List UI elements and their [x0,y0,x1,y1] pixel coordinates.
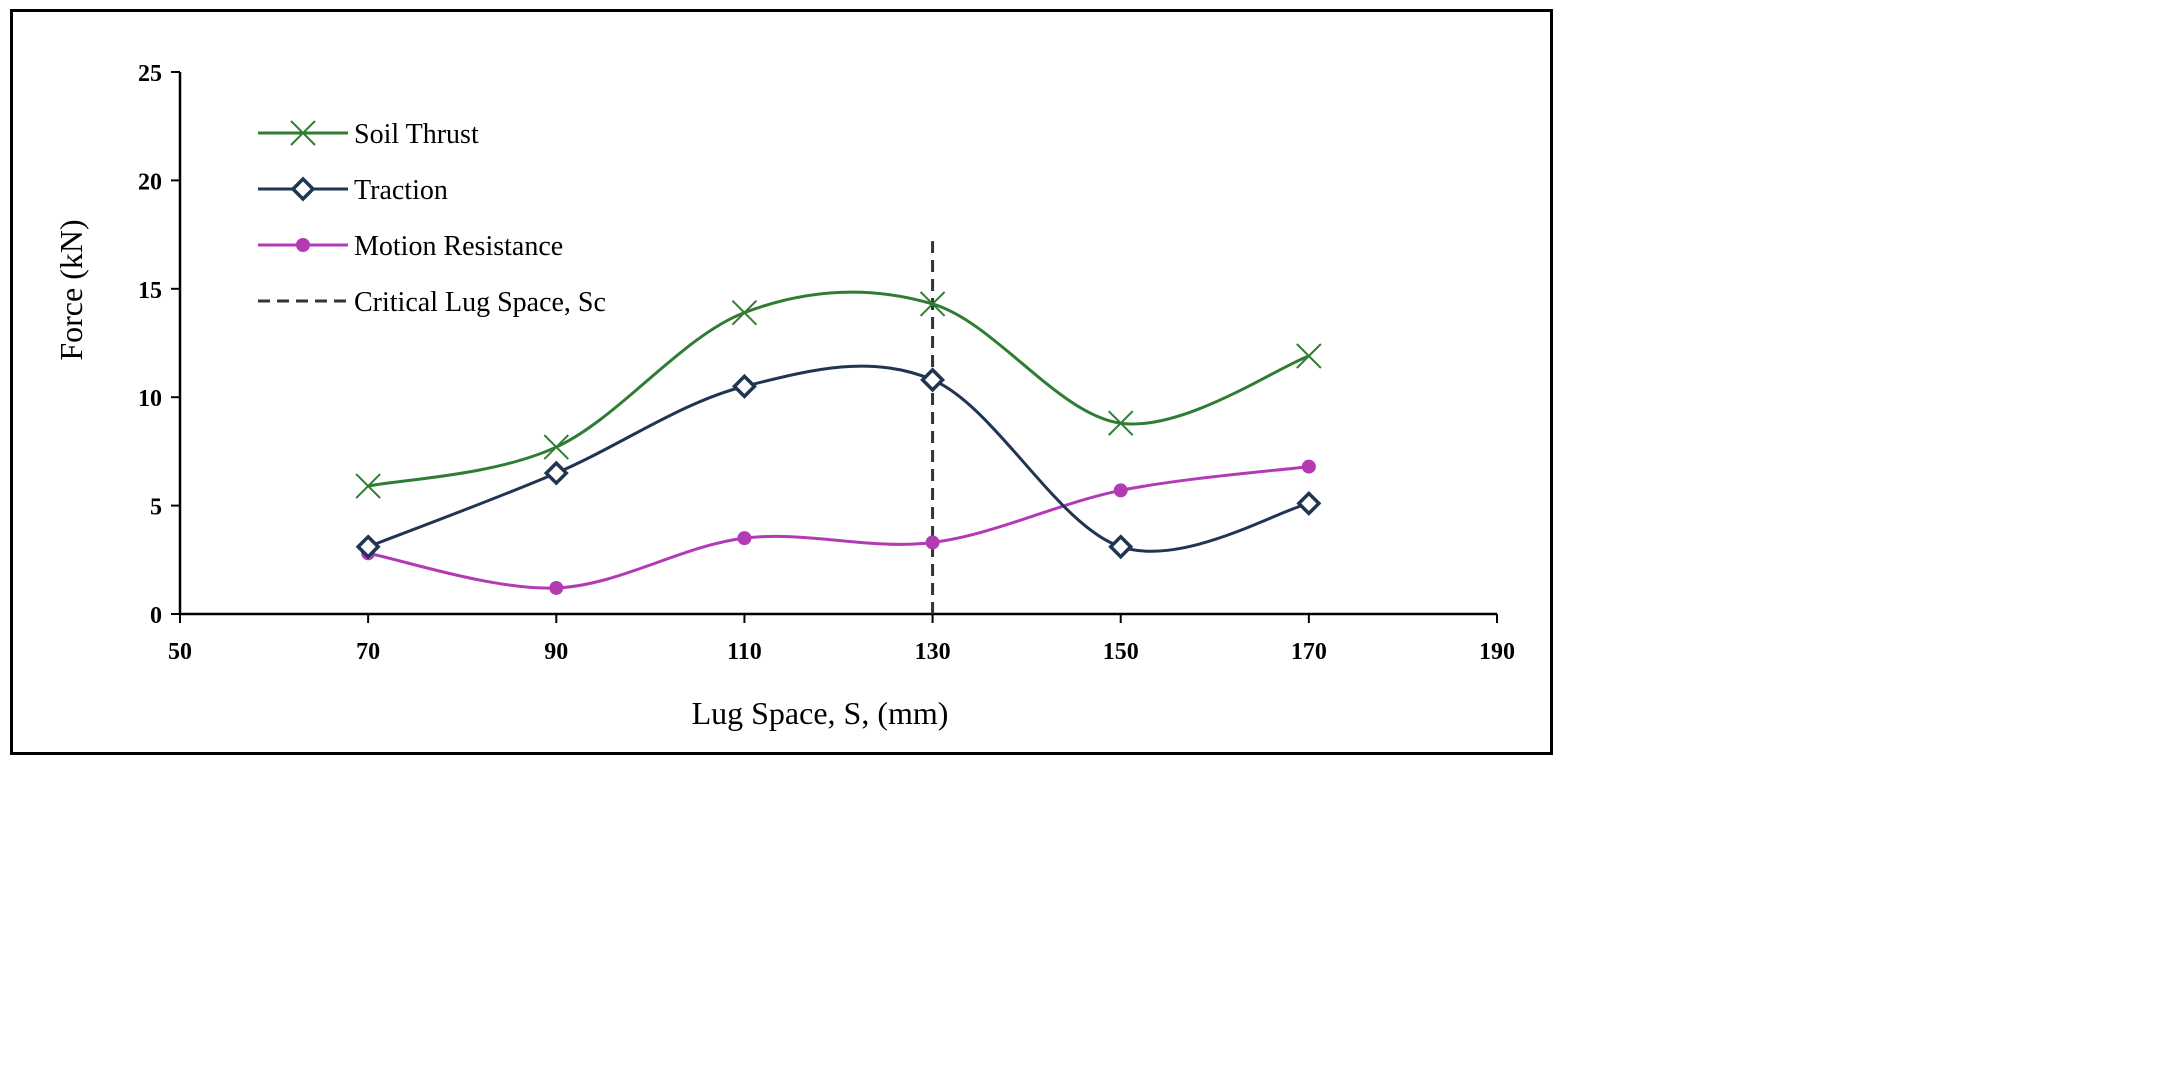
soil-thrust-line [367,290,1310,488]
motion-resistance-point [1113,483,1128,498]
legend-label: Critical Lug Space, Sc [354,287,606,318]
traction-point [543,460,569,486]
traction-point [1296,490,1322,516]
legend-item-soil-thrust: Soil Thrust [258,119,479,150]
x-tick-label: 170 [1291,639,1327,665]
traction-point [1108,534,1134,560]
series-soil-thrust [355,290,1322,499]
motion-resistance-point [1301,459,1316,474]
legend-label: Traction [354,175,448,206]
x-tick-label: 70 [356,639,380,665]
legend-marker [290,120,316,146]
legend-marker [290,176,316,202]
series-motion-resistance [361,459,1316,595]
soil-thrust-point [919,291,946,317]
series-traction [355,364,1322,560]
y-tick-label: 15 [138,278,162,304]
soil-thrust-point [1108,410,1134,436]
motion-resistance-point [549,580,564,595]
series-layer [355,290,1322,595]
soil-thrust-point [543,434,569,460]
soil-thrust-point [1296,343,1322,369]
x-tick-label: 110 [727,639,762,665]
soil-thrust-point [355,473,381,499]
legend-label: Motion Resistance [354,231,563,262]
x-tick-label: 190 [1479,639,1515,665]
y-tick-label: 0 [150,603,162,629]
legend-label: Soil Thrust [354,119,479,150]
motion-resistance-point [925,535,940,550]
y-tick-label: 25 [138,61,162,87]
legend-item-critical-lug-space-sc: Critical Lug Space, Sc [258,287,606,318]
axes: 0 5 10 15 20 25 50 70 90 110 130 150 170 190 [138,61,1515,665]
x-tick-label: 150 [1103,639,1139,665]
legend: Soil Thrust Traction Motion Resistance Crit… [258,119,606,318]
traction-point [920,367,946,393]
traction-line [367,364,1310,553]
x-tick-label: 130 [915,639,951,665]
legend-item-traction: Traction [258,175,448,206]
x-axis-title: Lug Space, S, (mm) [692,695,949,731]
y-tick-label: 10 [138,386,162,412]
traction-point [731,373,757,399]
y-tick-label: 20 [138,169,162,195]
x-tick-label: 90 [544,639,568,665]
y-axis-title: Force (kN) [53,219,89,360]
legend-marker [296,238,310,252]
traction-point [355,534,381,560]
motion-resistance-line [367,465,1310,590]
line-chart: 0 5 10 15 20 25 50 70 90 110 130 150 170 190 Soil Thr… [53,61,1515,731]
y-tick-label: 5 [150,495,162,521]
soil-thrust-point [731,299,758,326]
legend-item-motion-resistance: Motion Resistance [258,231,563,262]
x-tick-label: 50 [168,639,192,665]
motion-resistance-point [737,531,752,546]
